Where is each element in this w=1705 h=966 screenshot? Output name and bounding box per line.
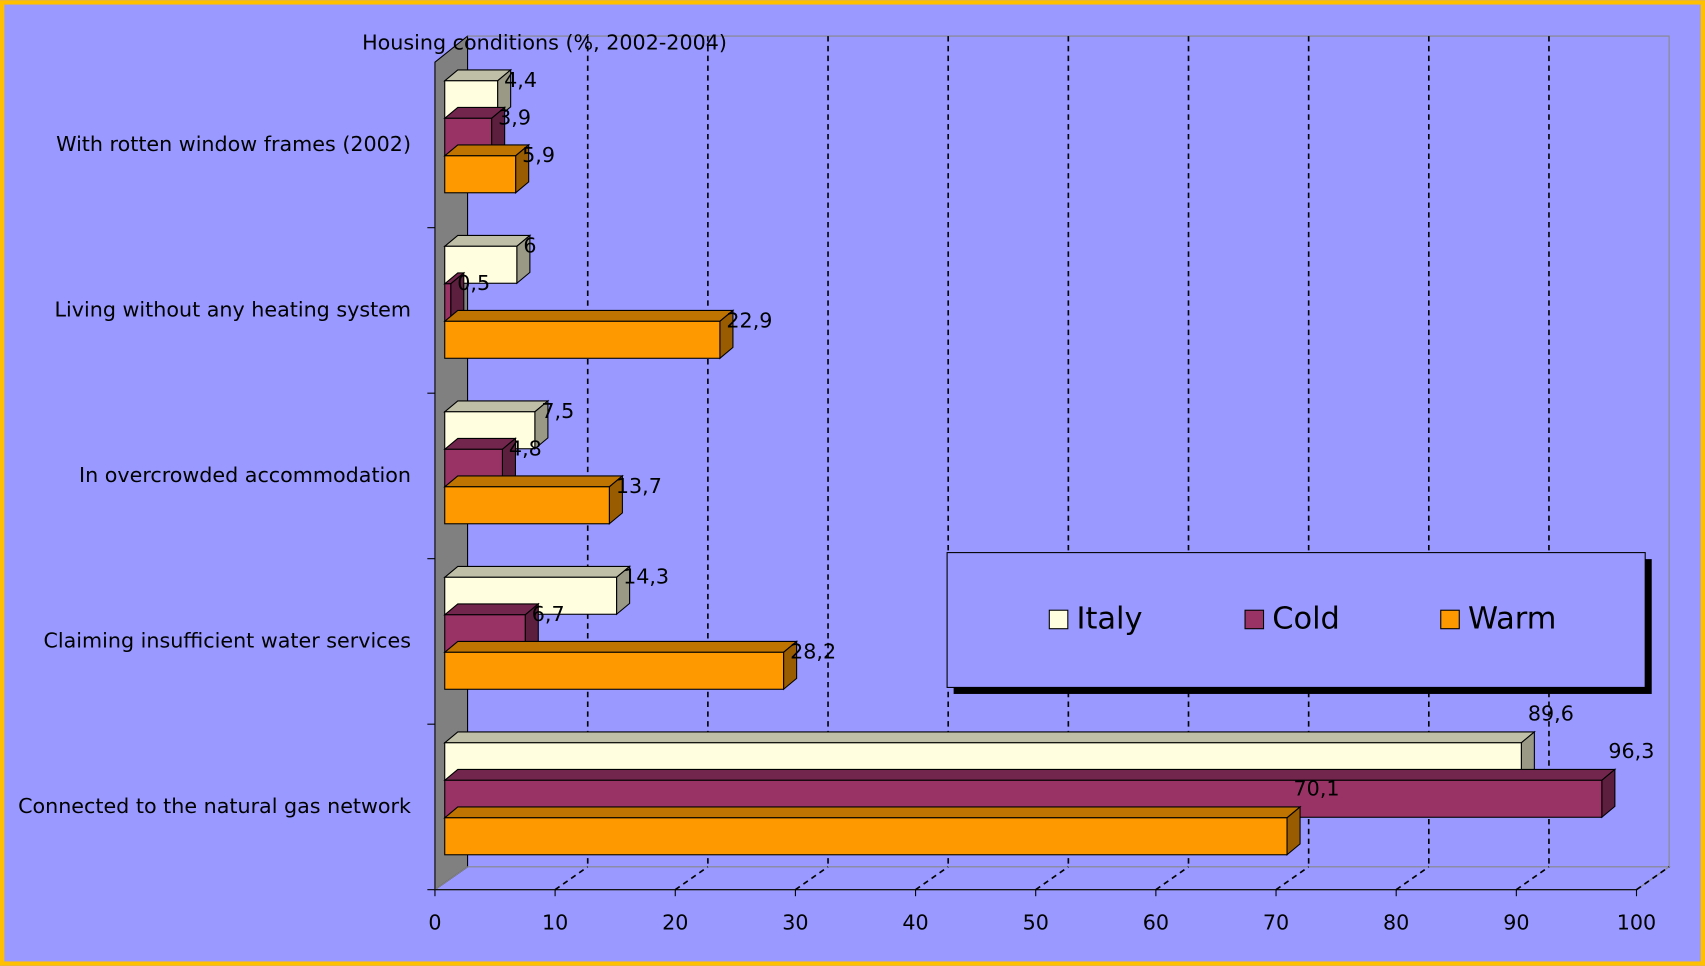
bar-top xyxy=(443,806,1302,819)
value-label: 5,9 xyxy=(522,143,555,167)
grid-line xyxy=(794,866,829,891)
bar xyxy=(443,640,799,691)
value-label: 3,9 xyxy=(498,105,531,129)
legend-swatch xyxy=(1048,609,1069,630)
chart-title: Housing conditions (%, 2002-2004) xyxy=(362,31,727,55)
grid-line xyxy=(1155,866,1189,891)
value-label: 22,9 xyxy=(726,308,772,332)
legend-swatch xyxy=(1244,609,1265,630)
back-wall-edge xyxy=(467,35,1670,867)
legend-swatch xyxy=(1440,609,1460,630)
grid-line xyxy=(1275,866,1310,891)
bar-top xyxy=(443,603,540,616)
x-tick-label: 20 xyxy=(662,910,688,934)
value-label: 28,2 xyxy=(790,639,836,663)
bar xyxy=(443,474,624,525)
grid-line xyxy=(1636,866,1670,891)
bar xyxy=(443,309,735,360)
value-label: 4,8 xyxy=(509,436,542,460)
y-tick-label: In overcrowded accommodation xyxy=(79,463,411,487)
x-tick-label: 50 xyxy=(1023,910,1049,934)
bar-top xyxy=(443,565,632,578)
bar-front xyxy=(444,283,452,322)
value-label: 13,7 xyxy=(616,474,662,498)
legend-label: Cold xyxy=(1272,602,1340,637)
grid-line xyxy=(674,866,709,891)
value-label: 96,3 xyxy=(1608,739,1654,763)
legend-items: Italy Cold Warm xyxy=(1048,602,1556,637)
y-tick-label: Living without any heating system xyxy=(55,297,411,321)
legend-label: Warm xyxy=(1468,602,1556,637)
grid-line xyxy=(554,866,589,891)
x-tick-label: 70 xyxy=(1263,910,1289,934)
bar xyxy=(443,143,531,194)
grid-line xyxy=(915,866,949,891)
grid-line xyxy=(1395,866,1430,891)
grid-line xyxy=(1035,866,1069,891)
bar-top xyxy=(443,400,550,413)
x-tick-label: 0 xyxy=(428,910,441,934)
legend-label: Italy xyxy=(1076,602,1142,637)
x-tick-label: 60 xyxy=(1143,910,1169,934)
y-tick-label: Claiming insufficient water services xyxy=(43,628,411,652)
bar-top xyxy=(443,475,624,488)
bar-front xyxy=(444,817,1288,856)
value-label: 6,7 xyxy=(532,602,565,626)
bar xyxy=(443,234,532,285)
bar-front xyxy=(444,155,517,194)
value-label: 4,4 xyxy=(504,68,537,92)
bar-top xyxy=(443,309,735,322)
value-label: 70,1 xyxy=(1294,777,1340,801)
x-tick-label: 30 xyxy=(782,910,808,934)
bar-top xyxy=(443,640,799,653)
value-label: 0,5 xyxy=(457,271,490,295)
bar-top xyxy=(443,731,1536,744)
grid-line xyxy=(1515,866,1550,891)
bar xyxy=(443,805,1302,856)
value-label: 14,3 xyxy=(623,564,669,588)
bar-front xyxy=(444,486,610,525)
value-label: 7,5 xyxy=(541,399,574,423)
bar-front xyxy=(444,651,785,690)
x-tick-label: 100 xyxy=(1617,910,1656,934)
x-tick-label: 90 xyxy=(1503,910,1529,934)
y-tick-label: With rotten window frames (2002) xyxy=(56,132,411,156)
bar-top xyxy=(443,234,532,247)
value-label: 89,6 xyxy=(1528,702,1574,726)
x-tick-label: 80 xyxy=(1383,910,1409,934)
y-tick-label: Connected to the natural gas network xyxy=(18,794,411,818)
bar-top xyxy=(443,768,1617,781)
x-tick-label: 40 xyxy=(902,910,928,934)
bars: With rotten window frames (2002) 4,4 3,9 5,… xyxy=(18,68,1654,891)
value-label: 6 xyxy=(523,233,536,257)
bar-top xyxy=(443,144,531,157)
bar-front xyxy=(444,320,721,359)
grid: 0 10 20 30 40 50 60 70 80 90 100 xyxy=(428,36,1670,934)
x-tick-label: 10 xyxy=(542,910,568,934)
